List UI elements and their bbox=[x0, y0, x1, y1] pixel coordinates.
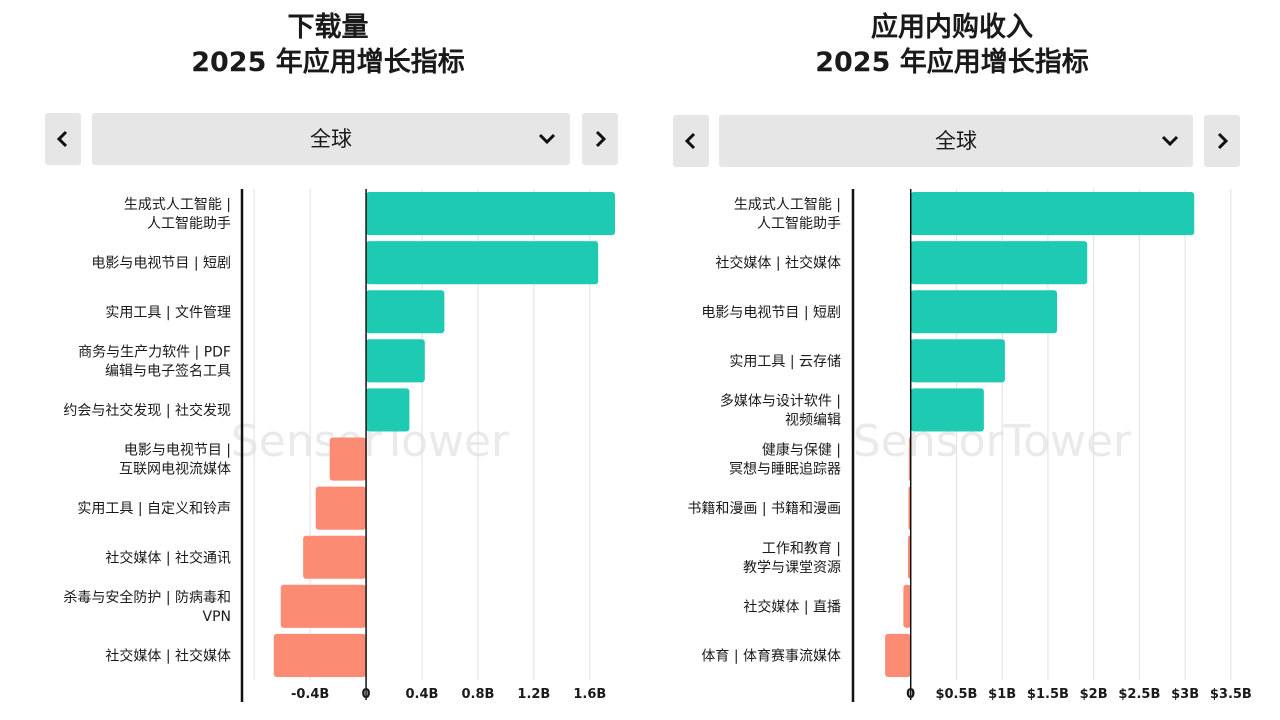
downloads-tick-label: 0 bbox=[362, 687, 371, 702]
chevron-right-icon bbox=[1217, 132, 1229, 150]
downloads-category-label: 实用工具 | 自定义和铃声 bbox=[77, 501, 231, 517]
downloads-category-label: 社交媒体 | 社交媒体 bbox=[105, 647, 231, 664]
next-region-button[interactable] bbox=[582, 113, 618, 165]
revenue-tick-label: $1B bbox=[988, 687, 1016, 702]
prev-region-button[interactable] bbox=[45, 113, 81, 165]
downloads-title-line1: 下载量 bbox=[287, 12, 369, 43]
chevron-left-icon bbox=[56, 130, 68, 148]
revenue-category-label: 书籍和漫画 | 书籍和漫画 bbox=[687, 500, 841, 517]
revenue-title-line1: 应用内购收入 bbox=[871, 12, 1033, 43]
revenue-bar bbox=[910, 388, 984, 432]
revenue-watermark: SensorTower bbox=[853, 416, 1132, 467]
revenue-category-label: 社交媒体 | 直播 bbox=[743, 598, 841, 615]
revenue-category-label: 实用工具 | 云存储 bbox=[729, 354, 841, 370]
revenue-title: 应用内购收入 2025 年应用增长指标 bbox=[640, 10, 1264, 80]
downloads-bar bbox=[366, 339, 425, 383]
downloads-bar bbox=[280, 584, 367, 628]
revenue-category-label: 健康与保健 |冥想与睡眠追踪器 bbox=[729, 442, 841, 478]
downloads-tick-label: 0.4B bbox=[406, 687, 439, 702]
chevron-down-icon bbox=[1161, 115, 1179, 167]
revenue-tick-label: $3.5B bbox=[1210, 687, 1252, 702]
downloads-bar bbox=[303, 535, 367, 579]
revenue-tick-label: $2B bbox=[1080, 687, 1108, 702]
next-region-button[interactable] bbox=[1204, 115, 1240, 167]
region-label: 全球 bbox=[935, 129, 977, 153]
revenue-bar bbox=[910, 241, 1088, 285]
revenue-panel: 应用内购收入 2025 年应用增长指标 全球 SensorTower 生成式人工智… bbox=[640, 0, 1280, 720]
revenue-category-label: 工作和教育 |教学与课堂资源 bbox=[743, 541, 841, 576]
region-select[interactable]: 全球 bbox=[719, 115, 1193, 167]
downloads-bar bbox=[366, 388, 410, 432]
revenue-bar bbox=[903, 584, 911, 628]
prev-region-button[interactable] bbox=[673, 115, 709, 167]
downloads-category-label: 电影与电视节目 |互联网电视流媒体 bbox=[119, 443, 231, 478]
downloads-category-label: 商务与生产力软件 | PDF 编辑与电子签名工具 bbox=[78, 344, 231, 379]
revenue-category-label: 生成式人工智能 |人工智能助手 bbox=[734, 197, 841, 232]
revenue-bar bbox=[910, 339, 1005, 383]
downloads-bar bbox=[315, 486, 367, 530]
downloads-bar bbox=[329, 437, 367, 481]
downloads-bar bbox=[366, 241, 599, 285]
revenue-title-line2: 2025 年应用增长指标 bbox=[815, 47, 1089, 78]
downloads-category-label: 社交媒体 | 社交通讯 bbox=[105, 549, 231, 566]
revenue-category-label: 体育 | 体育赛事流媒体 bbox=[701, 648, 841, 664]
downloads-category-label: 生成式人工智能 |人工智能助手 bbox=[124, 197, 231, 232]
revenue-tick-label: $1.5B bbox=[1027, 687, 1069, 702]
region-select[interactable]: 全球 bbox=[92, 113, 570, 165]
downloads-category-label: 杀毒与安全防护 | 防病毒和 VPN bbox=[63, 589, 231, 625]
downloads-category-label: 电影与电视节目 | 短剧 bbox=[91, 256, 231, 272]
downloads-category-label: 实用工具 | 文件管理 bbox=[105, 305, 231, 321]
downloads-tick-label: 1.6B bbox=[573, 687, 606, 702]
chevron-right-icon bbox=[595, 130, 607, 148]
revenue-bar bbox=[910, 192, 1195, 236]
revenue-tick-label: $0.5B bbox=[935, 687, 977, 702]
downloads-tick-label: 0.8B bbox=[461, 687, 494, 702]
revenue-bar bbox=[910, 290, 1058, 334]
downloads-tick-label: 1.2B bbox=[517, 687, 550, 702]
downloads-title-line2: 2025 年应用增长指标 bbox=[191, 47, 465, 78]
revenue-bar bbox=[885, 633, 911, 677]
downloads-bar bbox=[366, 290, 445, 334]
downloads-panel: 下载量 2025 年应用增长指标 全球 SensorTower 生成式人工智能 |… bbox=[45, 12, 618, 702]
chevron-left-icon bbox=[684, 132, 696, 150]
region-label: 全球 bbox=[310, 127, 352, 151]
downloads-category-label: 约会与社交发现 | 社交发现 bbox=[63, 402, 231, 419]
downloads-bar bbox=[366, 192, 615, 236]
revenue-tick-label: $3B bbox=[1171, 687, 1199, 702]
downloads-title: 下载量 2025 年应用增长指标 bbox=[0, 10, 656, 80]
revenue-tick-label: $2.5B bbox=[1118, 687, 1160, 702]
revenue-category-label: 社交媒体 | 社交媒体 bbox=[715, 255, 841, 272]
revenue-category-label: 电影与电视节目 | 短剧 bbox=[701, 305, 841, 321]
chevron-down-icon bbox=[538, 113, 556, 165]
downloads-tick-label: -0.4B bbox=[291, 687, 329, 702]
downloads-bar bbox=[273, 633, 367, 677]
revenue-tick-label: 0 bbox=[906, 687, 915, 702]
revenue-category-label: 多媒体与设计软件 |视频编辑 bbox=[720, 392, 841, 428]
